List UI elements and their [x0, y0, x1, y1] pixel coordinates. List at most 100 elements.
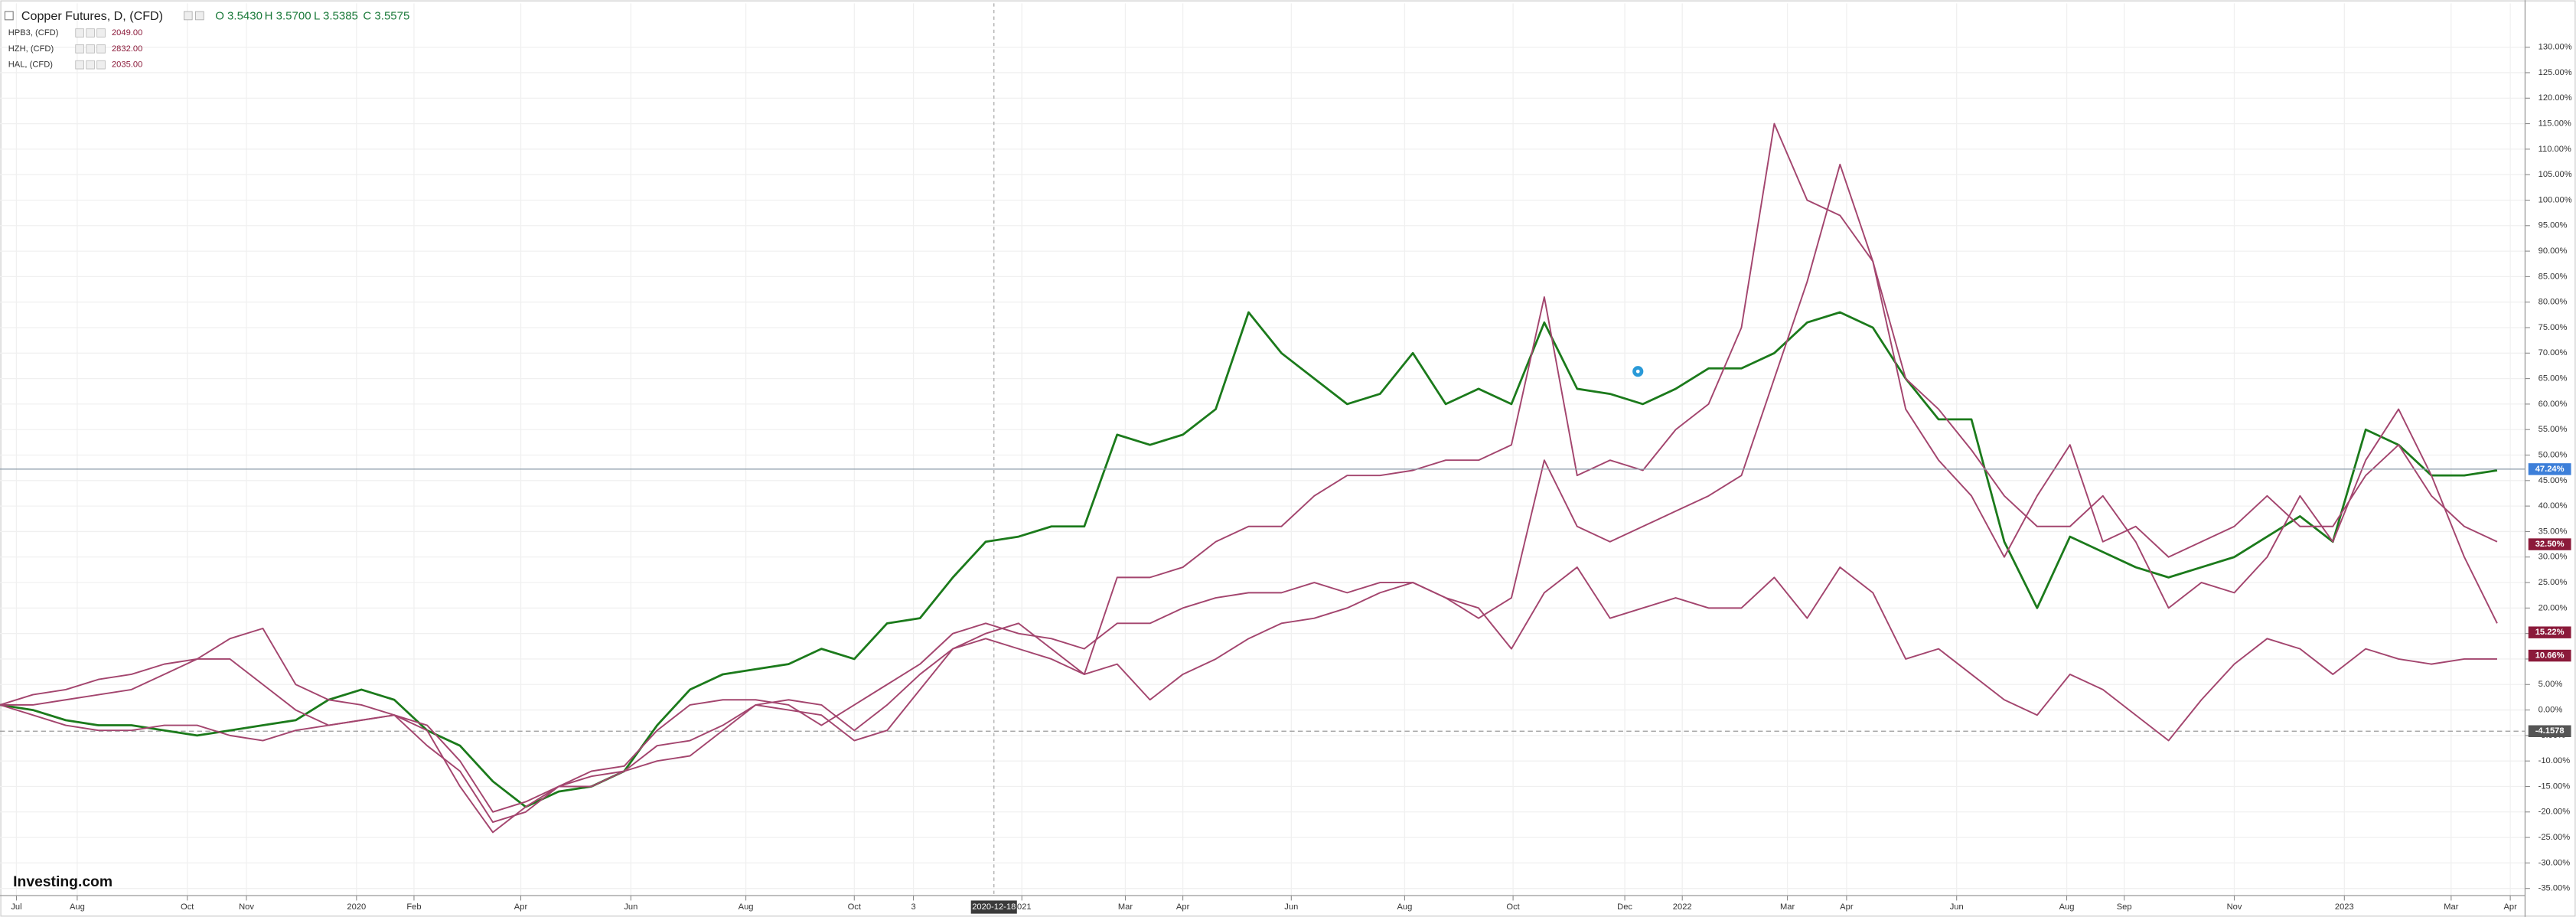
- settings-icon[interactable]: [183, 11, 193, 21]
- x-tick-label: Feb: [406, 902, 421, 912]
- x-tick-label: 2021: [1012, 902, 1032, 912]
- comparison-line: [0, 163, 2498, 824]
- x-tick-label: 2023: [2335, 902, 2354, 912]
- crosshair-badge: [970, 900, 1017, 914]
- logo: Investing.com: [13, 874, 112, 890]
- y-tick-label: 100.00%: [2539, 195, 2572, 204]
- x-tick-label: Nov: [2227, 902, 2242, 912]
- x-tick-label: Jun: [1284, 902, 1298, 912]
- legend: HPB3, (CFD) 2049.00 HZH, (CFD) 2832.00 HAL, …: [8, 28, 143, 70]
- x-tick-label: Mar: [1780, 902, 1795, 912]
- y-tick-label: 90.00%: [2539, 246, 2568, 256]
- x-tick-label: Oct: [181, 902, 194, 912]
- legend-name: HAL, (CFD): [8, 60, 54, 70]
- y-tick-label: -20.00%: [2539, 808, 2571, 817]
- legend-icon[interactable]: [96, 28, 106, 38]
- price-line: [0, 311, 2498, 808]
- x-tick-label: Apr: [1176, 902, 1190, 912]
- x-tick-label: Aug: [739, 902, 754, 912]
- y-tick-label: 30.00%: [2539, 553, 2568, 562]
- x-tick-label: Aug: [1397, 902, 1412, 912]
- x-tick-label: Oct: [848, 902, 862, 912]
- legend-icon[interactable]: [86, 28, 95, 38]
- legend-icon[interactable]: [75, 60, 84, 70]
- y-tick-label: 85.00%: [2539, 272, 2568, 281]
- x-tick-label: Apr: [2503, 902, 2517, 912]
- y-tick-label: 60.00%: [2539, 400, 2568, 409]
- x-tick-label: 3: [911, 902, 915, 912]
- y-tick-label: 25.00%: [2539, 578, 2568, 587]
- legend-value: 2035.00: [112, 60, 142, 70]
- y-tick-label: 70.00%: [2539, 348, 2568, 357]
- comparison-line: [0, 566, 2497, 834]
- y-tick-label: 0.00%: [2539, 706, 2563, 715]
- y-tick-label: 105.00%: [2539, 170, 2572, 179]
- ohlc-value: O 3.5430: [215, 10, 262, 23]
- plot-layer: [0, 122, 2525, 834]
- x-tick-label: Jun: [624, 902, 637, 912]
- legend-icon[interactable]: [96, 44, 106, 54]
- y-tick-label: -10.00%: [2539, 756, 2571, 765]
- x-tick-label: Mar: [1118, 902, 1133, 912]
- legend-icon[interactable]: [86, 44, 95, 54]
- y-tick-label: 120.00%: [2539, 93, 2572, 103]
- crosshair-label: 2020-12-18: [972, 902, 1016, 912]
- y-tick-label: -30.00%: [2539, 858, 2571, 867]
- y-tick-label: 65.00%: [2539, 374, 2568, 383]
- x-tick-label: Jul: [11, 902, 21, 912]
- axis-value-badge: [2528, 463, 2571, 475]
- x-tick-label: Dec: [1617, 902, 1632, 912]
- x-tick-label: 2022: [1673, 902, 1692, 912]
- y-tick-label: 40.00%: [2539, 501, 2568, 511]
- x-tick-label: Apr: [1840, 902, 1854, 912]
- x-tick-label: Oct: [1506, 902, 1520, 912]
- axis-value-badge: [2528, 626, 2571, 638]
- axis-value-label: 15.22%: [2535, 628, 2565, 637]
- x-tick-label: Apr: [514, 902, 528, 912]
- legend-icon[interactable]: [75, 28, 84, 38]
- x-tick-label: 2020: [347, 902, 366, 912]
- event-marker-dot: [1635, 369, 1640, 374]
- legend-value: 2832.00: [112, 44, 142, 54]
- reference-badge: [2528, 725, 2571, 737]
- legend-icon[interactable]: [86, 60, 95, 70]
- y-tick-label: 110.00%: [2539, 145, 2571, 154]
- ohlc-value: H 3.5700: [265, 10, 311, 23]
- legend-value: 2049.00: [112, 28, 142, 38]
- x-tick-label: Mar: [2444, 902, 2458, 912]
- ohlc-value: C 3.5575: [363, 10, 409, 23]
- x-tick-label: Aug: [70, 902, 85, 912]
- x-tick-label: Jun: [1950, 902, 1964, 912]
- y-tick-label: -15.00%: [2539, 782, 2571, 791]
- axis-value-label: 47.24%: [2535, 465, 2565, 474]
- y-tick-label: 130.00%: [2539, 43, 2572, 52]
- y-tick-label: 75.00%: [2539, 323, 2568, 332]
- x-tick-label: Aug: [2059, 902, 2075, 912]
- y-tick-label: 55.00%: [2539, 425, 2568, 434]
- y-tick-label: 95.00%: [2539, 221, 2568, 230]
- ohlc-value: L 3.5385: [314, 10, 358, 23]
- comparison-line: [0, 122, 2498, 813]
- reference-label: -4.1578: [2535, 726, 2565, 736]
- collapse-icon[interactable]: [4, 11, 14, 21]
- close-icon[interactable]: [195, 11, 204, 21]
- y-tick-label: -25.00%: [2539, 833, 2571, 842]
- y-tick-label: 50.00%: [2539, 450, 2568, 459]
- y-tick-label: 125.00%: [2539, 68, 2572, 77]
- axis-value-label: 32.50%: [2535, 540, 2565, 549]
- legend-icon[interactable]: [75, 44, 84, 54]
- axis-value-badge: [2528, 649, 2571, 662]
- overlay-layer: 47.24% 32.50% 15.22% 10.66% -4.1578 2020-12-1…: [970, 366, 2571, 914]
- y-tick-label: -35.00%: [2539, 884, 2571, 893]
- legend-icon[interactable]: [96, 60, 106, 70]
- y-tick-label: 5.00%: [2539, 680, 2563, 689]
- y-tick-label: 35.00%: [2539, 527, 2568, 536]
- x-tick-label: Nov: [239, 902, 254, 912]
- y-tick-label: 20.00%: [2539, 603, 2568, 612]
- axis-value-badge: [2528, 538, 2571, 550]
